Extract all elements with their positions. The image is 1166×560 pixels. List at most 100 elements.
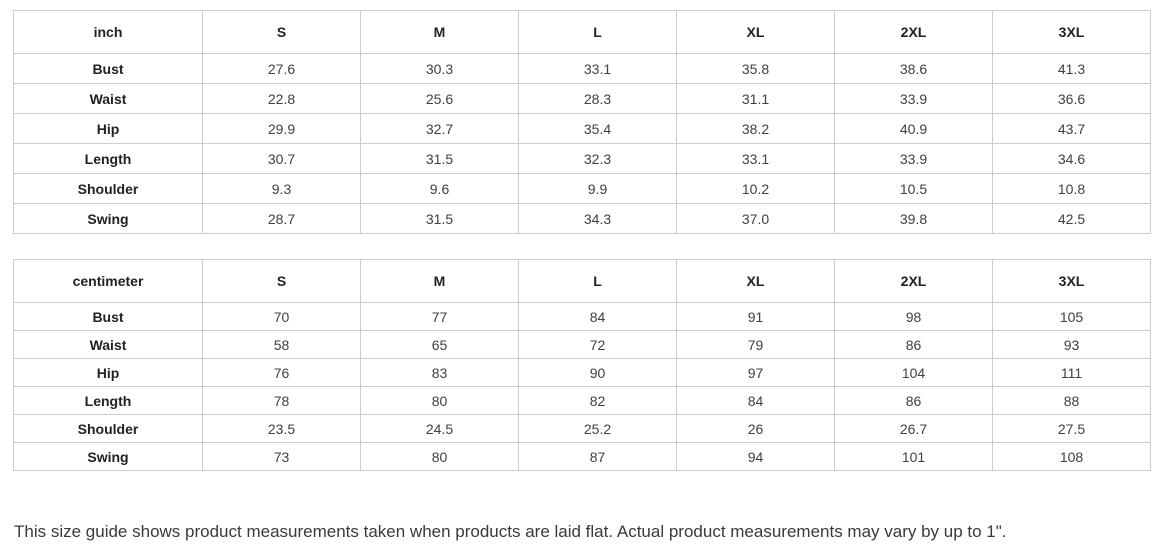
size-header-cell: S bbox=[202, 259, 361, 303]
measurement-value-cell: 42.5 bbox=[992, 203, 1151, 234]
measurement-value-cell: 38.2 bbox=[676, 113, 835, 144]
measurement-value-cell: 9.6 bbox=[360, 173, 519, 204]
measurement-value-cell: 40.9 bbox=[834, 113, 993, 144]
size-header-cell: M bbox=[360, 10, 519, 54]
measurement-value-cell: 39.8 bbox=[834, 203, 993, 234]
measurement-value-cell: 29.9 bbox=[202, 113, 361, 144]
size-header-cell: XL bbox=[676, 10, 835, 54]
measurement-value-cell: 33.9 bbox=[834, 143, 993, 174]
size-header-cell: 2XL bbox=[834, 10, 993, 54]
measurement-label-cell: Waist bbox=[13, 330, 203, 359]
measurement-value-cell: 28.7 bbox=[202, 203, 361, 234]
unit-header-cell: centimeter bbox=[13, 259, 203, 303]
measurement-value-cell: 10.2 bbox=[676, 173, 835, 204]
measurement-value-cell: 104 bbox=[834, 358, 993, 387]
measurement-value-cell: 25.2 bbox=[518, 414, 677, 443]
measurement-value-cell: 108 bbox=[992, 442, 1151, 471]
measurement-value-cell: 78 bbox=[202, 386, 361, 415]
measurement-label-cell: Length bbox=[13, 143, 203, 174]
measurement-value-cell: 30.3 bbox=[360, 53, 519, 84]
size-header-cell: 3XL bbox=[992, 259, 1151, 303]
measurement-value-cell: 80 bbox=[360, 386, 519, 415]
measurement-label-cell: Hip bbox=[13, 358, 203, 387]
measurement-value-cell: 43.7 bbox=[992, 113, 1151, 144]
measurement-value-cell: 101 bbox=[834, 442, 993, 471]
size-header-cell: 3XL bbox=[992, 10, 1151, 54]
measurement-value-cell: 97 bbox=[676, 358, 835, 387]
table-header-row: centimeter S M L XL 2XL 3XL bbox=[13, 259, 1151, 303]
measurement-value-cell: 82 bbox=[518, 386, 677, 415]
measurement-value-cell: 111 bbox=[992, 358, 1151, 387]
measurement-value-cell: 65 bbox=[360, 330, 519, 359]
measurement-label-cell: Swing bbox=[13, 442, 203, 471]
measurement-value-cell: 30.7 bbox=[202, 143, 361, 174]
size-table-centimeter: centimeter S M L XL 2XL 3XL Bust 70 77 8… bbox=[13, 259, 1151, 471]
size-header-cell: L bbox=[518, 10, 677, 54]
measurement-value-cell: 84 bbox=[676, 386, 835, 415]
measurement-value-cell: 76 bbox=[202, 358, 361, 387]
measurement-value-cell: 31.5 bbox=[360, 203, 519, 234]
measurement-value-cell: 33.1 bbox=[676, 143, 835, 174]
measurement-value-cell: 9.9 bbox=[518, 173, 677, 204]
table-row: Length 78 80 82 84 86 88 bbox=[13, 386, 1151, 415]
measurement-value-cell: 24.5 bbox=[360, 414, 519, 443]
table-row: Length 30.7 31.5 32.3 33.1 33.9 34.6 bbox=[13, 143, 1151, 174]
table-row: Waist 22.8 25.6 28.3 31.1 33.9 36.6 bbox=[13, 83, 1151, 114]
measurement-value-cell: 84 bbox=[518, 302, 677, 331]
table-row: Bust 27.6 30.3 33.1 35.8 38.6 41.3 bbox=[13, 53, 1151, 84]
table-row: Hip 29.9 32.7 35.4 38.2 40.9 43.7 bbox=[13, 113, 1151, 144]
measurement-value-cell: 90 bbox=[518, 358, 677, 387]
measurement-value-cell: 37.0 bbox=[676, 203, 835, 234]
measurement-value-cell: 10.8 bbox=[992, 173, 1151, 204]
measurement-value-cell: 91 bbox=[676, 302, 835, 331]
measurement-label-cell: Bust bbox=[13, 53, 203, 84]
measurement-value-cell: 86 bbox=[834, 386, 993, 415]
measurement-value-cell: 36.6 bbox=[992, 83, 1151, 114]
size-header-cell: S bbox=[202, 10, 361, 54]
unit-header-cell: inch bbox=[13, 10, 203, 54]
measurement-label-cell: Shoulder bbox=[13, 414, 203, 443]
measurement-value-cell: 70 bbox=[202, 302, 361, 331]
measurement-value-cell: 22.8 bbox=[202, 83, 361, 114]
table-row: Shoulder 9.3 9.6 9.9 10.2 10.5 10.8 bbox=[13, 173, 1151, 204]
measurement-value-cell: 33.9 bbox=[834, 83, 993, 114]
measurement-value-cell: 28.3 bbox=[518, 83, 677, 114]
size-header-cell: M bbox=[360, 259, 519, 303]
measurement-value-cell: 77 bbox=[360, 302, 519, 331]
table-row: Waist 58 65 72 79 86 93 bbox=[13, 330, 1151, 359]
measurement-value-cell: 86 bbox=[834, 330, 993, 359]
measurement-value-cell: 41.3 bbox=[992, 53, 1151, 84]
size-header-cell: L bbox=[518, 259, 677, 303]
measurement-value-cell: 38.6 bbox=[834, 53, 993, 84]
measurement-value-cell: 26 bbox=[676, 414, 835, 443]
measurement-value-cell: 35.4 bbox=[518, 113, 677, 144]
measurement-value-cell: 93 bbox=[992, 330, 1151, 359]
measurement-value-cell: 32.7 bbox=[360, 113, 519, 144]
measurement-label-cell: Bust bbox=[13, 302, 203, 331]
measurement-value-cell: 73 bbox=[202, 442, 361, 471]
measurement-value-cell: 31.1 bbox=[676, 83, 835, 114]
table-header-row: inch S M L XL 2XL 3XL bbox=[13, 10, 1151, 54]
table-row: Shoulder 23.5 24.5 25.2 26 26.7 27.5 bbox=[13, 414, 1151, 443]
measurement-value-cell: 98 bbox=[834, 302, 993, 331]
measurement-value-cell: 25.6 bbox=[360, 83, 519, 114]
measurement-label-cell: Shoulder bbox=[13, 173, 203, 204]
size-tables-container: inch S M L XL 2XL 3XL Bust 27.6 30.3 33.… bbox=[13, 10, 1151, 471]
measurement-value-cell: 23.5 bbox=[202, 414, 361, 443]
table-row: Bust 70 77 84 91 98 105 bbox=[13, 302, 1151, 331]
size-table-inch: inch S M L XL 2XL 3XL Bust 27.6 30.3 33.… bbox=[13, 10, 1151, 234]
measurement-value-cell: 27.6 bbox=[202, 53, 361, 84]
measurement-value-cell: 34.3 bbox=[518, 203, 677, 234]
measurement-value-cell: 34.6 bbox=[992, 143, 1151, 174]
size-header-cell: XL bbox=[676, 259, 835, 303]
measurement-label-cell: Length bbox=[13, 386, 203, 415]
measurement-value-cell: 26.7 bbox=[834, 414, 993, 443]
measurement-value-cell: 88 bbox=[992, 386, 1151, 415]
measurement-value-cell: 94 bbox=[676, 442, 835, 471]
measurement-value-cell: 32.3 bbox=[518, 143, 677, 174]
table-row: Swing 73 80 87 94 101 108 bbox=[13, 442, 1151, 471]
measurement-value-cell: 33.1 bbox=[518, 53, 677, 84]
measurement-value-cell: 72 bbox=[518, 330, 677, 359]
measurement-value-cell: 58 bbox=[202, 330, 361, 359]
